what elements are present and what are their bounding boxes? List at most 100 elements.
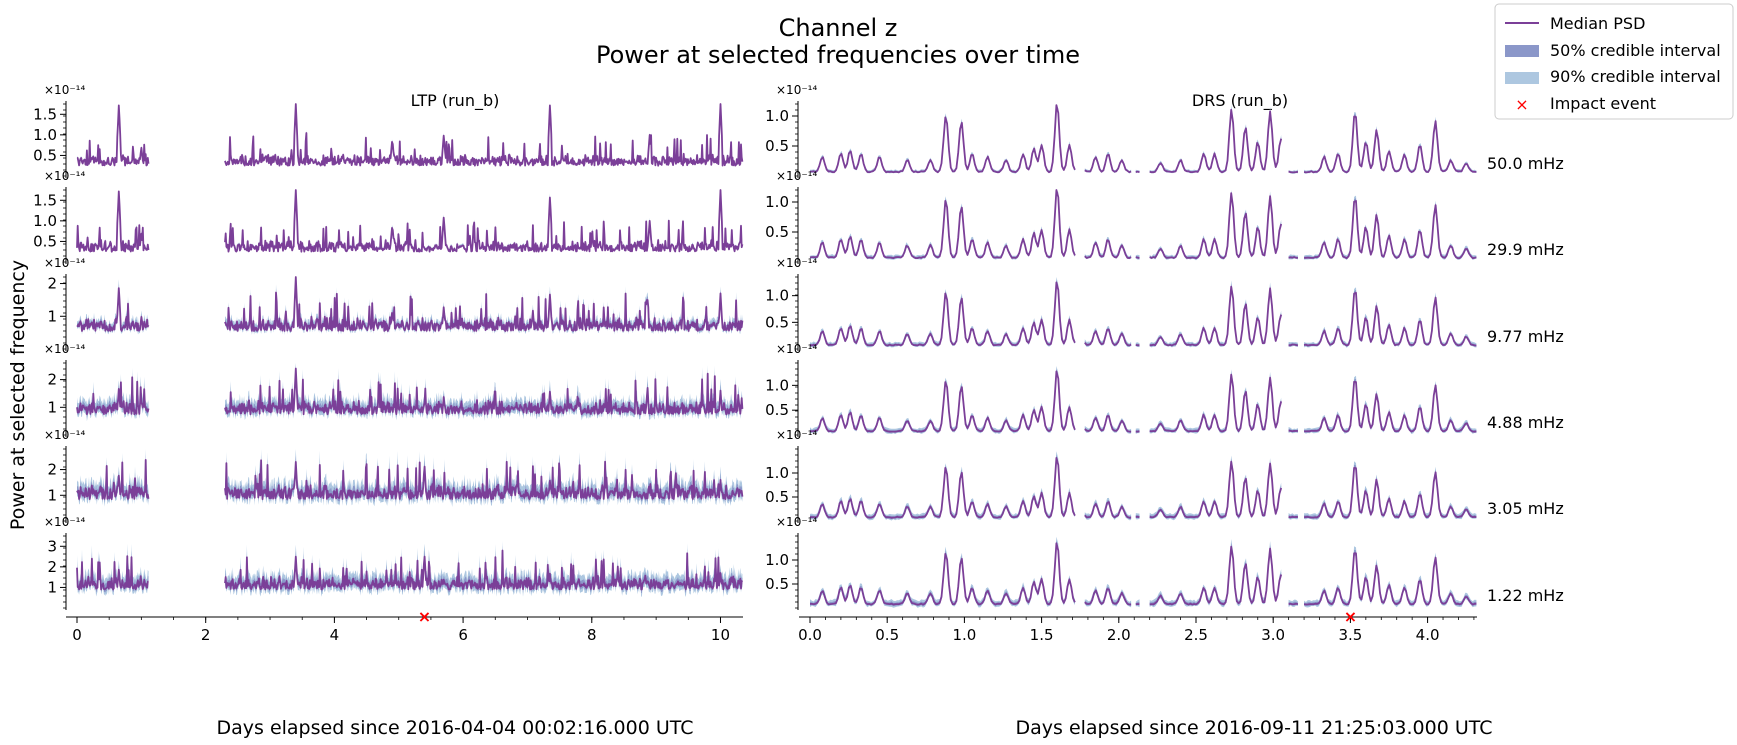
- ci50-band: [810, 368, 1075, 433]
- x-tick-label: 2.0: [1107, 626, 1131, 644]
- y-exponent-label: ×10⁻¹⁴: [44, 342, 85, 356]
- ci90-band: [810, 451, 1075, 521]
- ci90-band: [810, 190, 1075, 260]
- x-axes: 0 2 4 6 8 10 × 0.0 0.5 1.0 1.5 2.0 2.5 3.0 3.5 4.0 ×: [66, 607, 1477, 644]
- median-line: [1304, 380, 1477, 433]
- y-exponent-label: ×10⁻¹⁴: [44, 428, 85, 442]
- y-tick-label: 1.5: [33, 105, 57, 123]
- y-tick-label: 1.0: [765, 551, 789, 569]
- median-line: [224, 549, 744, 591]
- run-title-drs: DRS (run_b): [1192, 91, 1288, 111]
- run-title-ltp: LTP (run_b): [411, 91, 500, 111]
- y-tick-label: 0.5: [765, 313, 789, 331]
- median-line: [810, 542, 1076, 606]
- y-tick-label: 2: [47, 275, 57, 293]
- median-line: [76, 376, 150, 416]
- x-tick-label: 2.5: [1184, 626, 1208, 644]
- median-line: [76, 555, 149, 591]
- y-tick-label: 2: [47, 558, 57, 576]
- y-tick-label: 1.0: [765, 107, 789, 125]
- y-tick-label: 1.0: [765, 193, 789, 211]
- y-exponent-label: ×10⁻¹⁴: [44, 169, 85, 183]
- ci50-band: [1304, 198, 1477, 260]
- median-line: [809, 456, 1076, 519]
- ci50-band: [1304, 290, 1477, 347]
- y-exponent-label: ×10⁻¹⁴: [776, 169, 817, 183]
- median-line: [1304, 199, 1477, 260]
- y-exponent-label: ×10⁻¹⁴: [776, 83, 817, 97]
- panel-drs-5: 0.5 1.0 ×10⁻¹⁴ 1.22 mHz: [765, 515, 1564, 610]
- median-line: [1149, 460, 1283, 519]
- x-tick-label: 0.5: [875, 626, 899, 644]
- x-tick-label: 0: [72, 626, 82, 644]
- frequency-label: 29.9 mHz: [1487, 240, 1564, 259]
- y-exponent-label: ×10⁻¹⁴: [44, 256, 85, 270]
- x-tick-label: 8: [587, 626, 597, 644]
- x-tick-label: 3.5: [1338, 626, 1362, 644]
- median-line: [1084, 239, 1132, 260]
- ci90-band: [1304, 375, 1477, 435]
- panel-drs-3: 0.5 1.0 ×10⁻¹⁴ 4.88 mHz: [765, 342, 1564, 437]
- y-tick-label: 0.5: [33, 232, 57, 250]
- ci50-band: [1304, 549, 1477, 606]
- y-tick-label: 1: [47, 398, 57, 416]
- median-line: [224, 367, 744, 416]
- median-line: [1149, 108, 1283, 174]
- panel-ltp-5: 1 2 3 ×10⁻¹⁴: [44, 515, 744, 610]
- median-line: [1288, 170, 1299, 174]
- x-tick-label: 10: [711, 626, 730, 644]
- legend-frame: [1494, 3, 1734, 120]
- legend-label-ci50: 50% credible interval: [1550, 41, 1721, 60]
- legend-impact-marker: ×: [1515, 95, 1528, 114]
- legend-label-impact: Impact event: [1550, 94, 1656, 113]
- x-tick-label: 1.5: [1030, 626, 1054, 644]
- frequency-label: 3.05 mHz: [1487, 499, 1564, 518]
- y-tick-label: 1: [47, 578, 57, 596]
- median-line: [809, 281, 1076, 347]
- median-line: [1288, 256, 1298, 259]
- x-axis-label-drs: Days elapsed since 2016-09-11 21:25:03.0…: [1015, 717, 1492, 739]
- x-tick-label: 1.0: [952, 626, 976, 644]
- x-axis-label-ltp: Days elapsed since 2016-04-04 00:02:16.0…: [216, 717, 693, 739]
- median-line: [1135, 170, 1140, 174]
- y-tick-label: 1: [47, 307, 57, 325]
- y-tick-label: 1.5: [33, 191, 57, 209]
- legend: × Median PSD 50% credible interval 90% c…: [1494, 3, 1734, 120]
- median-line: [1084, 588, 1132, 606]
- median-line: [1149, 192, 1283, 260]
- y-exponent-label: ×10⁻¹⁴: [776, 515, 817, 529]
- x-tick-label: 6: [458, 626, 468, 644]
- y-tick-label: 0.5: [765, 488, 789, 506]
- y-tick-label: 0.5: [765, 575, 789, 593]
- impact-event-marker: ×: [1344, 607, 1357, 626]
- frequency-label: 9.77 mHz: [1487, 327, 1564, 346]
- median-line: [224, 103, 744, 167]
- median-line: [1084, 153, 1132, 174]
- panel-drs-4: 0.5 1.0 ×10⁻¹⁴ 3.05 mHz: [765, 428, 1564, 523]
- x-tick-label: 0.0: [798, 626, 822, 644]
- ci50-band: [810, 454, 1075, 520]
- median-line: [1288, 602, 1299, 606]
- y-tick-label: 2: [47, 371, 57, 389]
- median-line: [1084, 328, 1132, 347]
- ci50-band: [1304, 378, 1477, 433]
- median-line: [76, 104, 150, 167]
- frequency-label: 1.22 mHz: [1487, 586, 1564, 605]
- y-tick-label: 0.5: [765, 223, 789, 241]
- median-line: [1303, 115, 1477, 174]
- median-line: [1303, 291, 1477, 347]
- ci90-band: [810, 104, 1075, 174]
- ci90-band: [810, 536, 1075, 608]
- median-line: [224, 276, 744, 332]
- median-line: [809, 189, 1076, 260]
- panel-ltp-0: 0.5 1.0 1.5 ×10⁻¹⁴: [33, 83, 744, 178]
- median-line: [1303, 552, 1477, 606]
- median-line: [1084, 501, 1132, 519]
- median-line: [1149, 373, 1283, 433]
- frequency-label: 4.88 mHz: [1487, 413, 1564, 432]
- median-line: [1084, 415, 1132, 433]
- chart-title: Channel z: [779, 14, 898, 42]
- y-tick-label: 3: [47, 537, 57, 555]
- median-line: [1149, 545, 1283, 606]
